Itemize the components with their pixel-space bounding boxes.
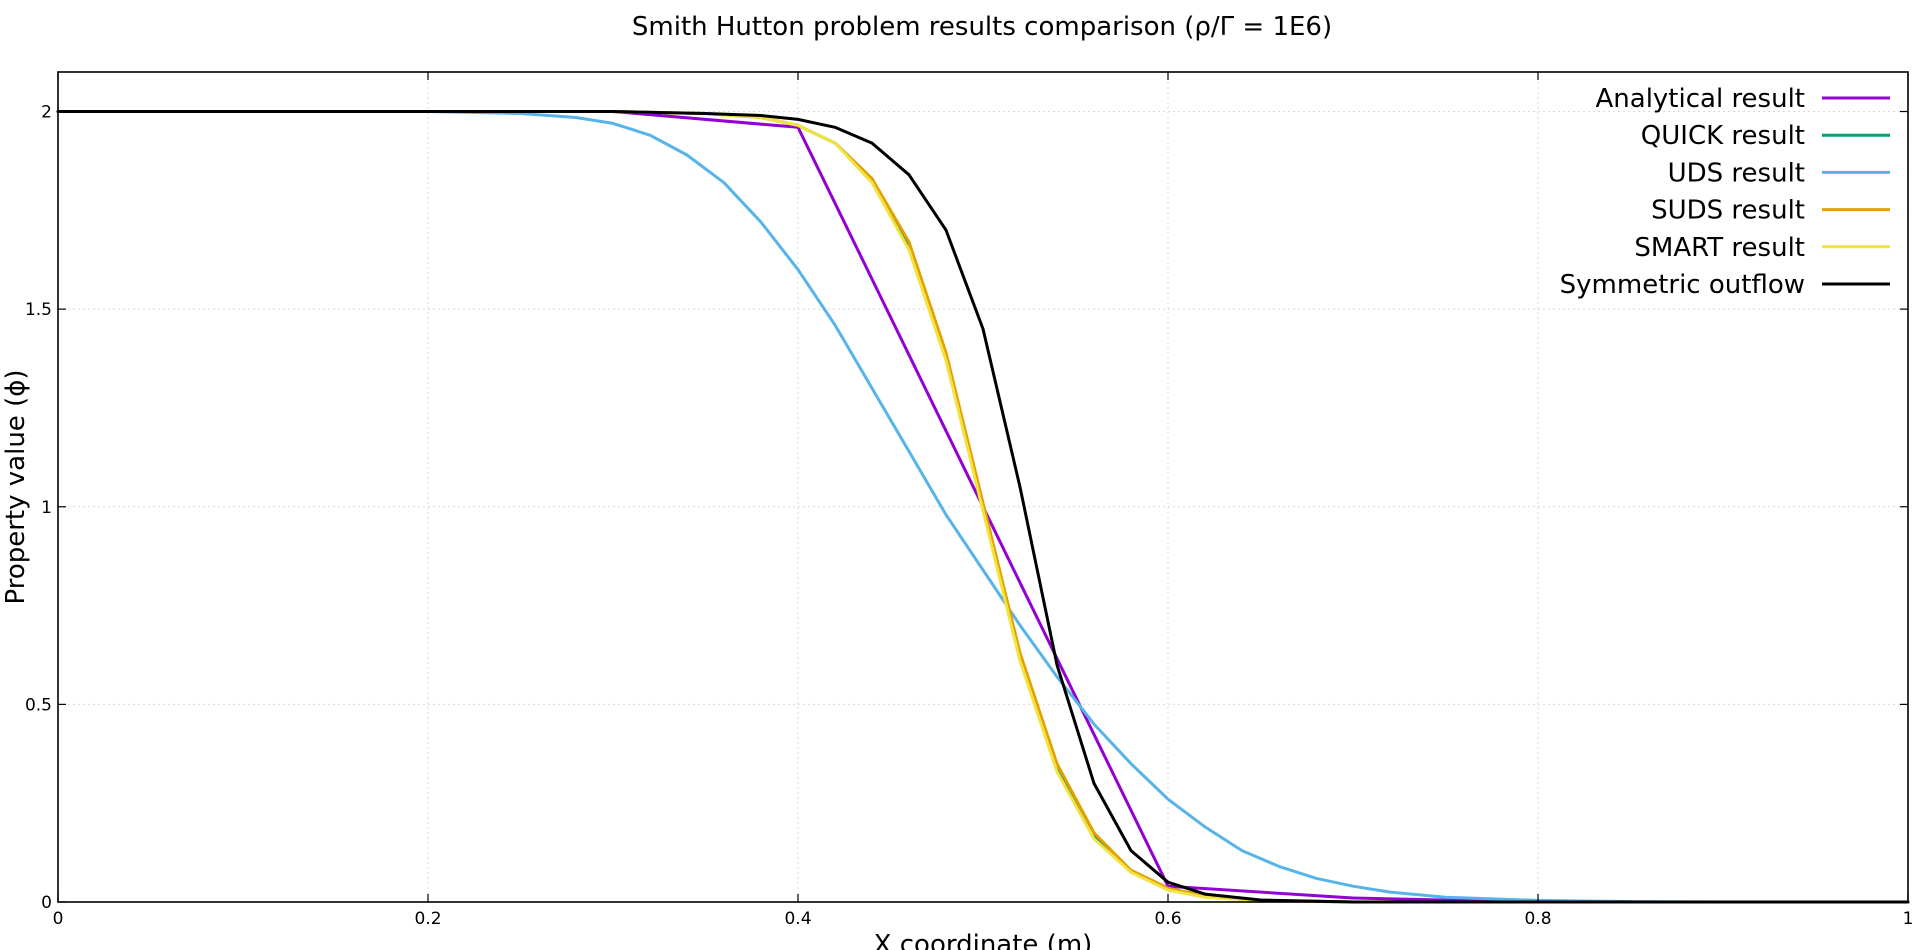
series-line-symmetric-outflow [56,110,1910,904]
legend-label-suds-result: SUDS result [1651,196,1805,226]
y-tick-label: 0 [41,893,52,913]
y-tick-label: 1 [41,498,52,518]
legend-label-uds-result: UDS result [1668,158,1805,188]
series-line-smart-result [56,110,1910,904]
y-axis-title: Property value (ϕ) [1,369,31,604]
legend-label-smart-result: SMART result [1634,233,1805,263]
legend: Analytical result QUICK result UDS result S… [1560,84,1890,300]
legend-label-quick-result: QUICK result [1641,121,1805,151]
ticks: 0 0.2 0.4 0.6 0.8 1 0 0.5 1 1.5 2 [25,72,1913,929]
x-tick-label: 0.6 [1154,909,1181,929]
x-tick-label: 0 [53,909,64,929]
series-group [56,110,1910,904]
x-tick-label: 1 [1903,909,1914,929]
y-tick-label: 0.5 [25,695,52,715]
x-tick-label: 0.8 [1524,909,1551,929]
x-tick-label: 0.4 [784,909,811,929]
x-tick-label: 0.2 [414,909,441,929]
grid [58,72,1908,902]
y-tick-label: 2 [41,103,52,123]
legend-label-analytical-result: Analytical result [1596,84,1806,114]
legend-label-symmetric-outflow: Symmetric outflow [1560,270,1805,300]
y-tick-label: 1.5 [25,300,52,320]
plot-frame [57,71,1909,903]
chart-title: Smith Hutton problem results comparison … [632,12,1332,42]
series-line-uds-result [56,110,1910,904]
x-axis-title: X coordinate (m) [874,930,1093,950]
